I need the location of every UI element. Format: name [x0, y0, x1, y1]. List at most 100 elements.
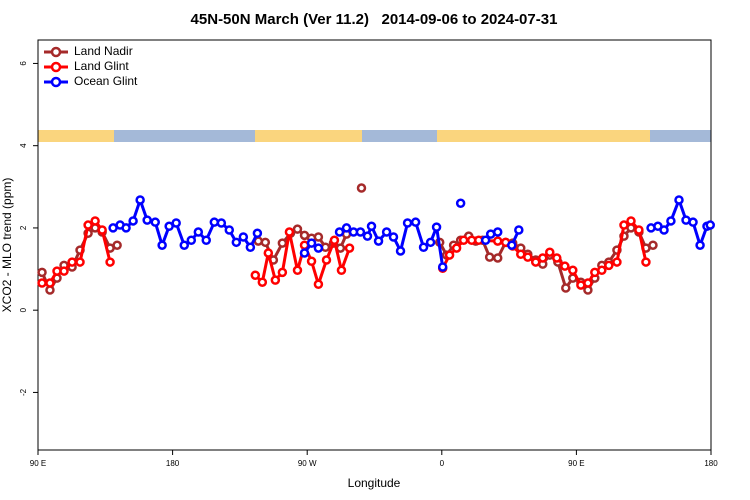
legend-marker	[50, 46, 62, 58]
point	[530, 257, 541, 267]
point	[480, 235, 491, 246]
point	[395, 246, 406, 256]
y-axis-label: XCO2 - MLO trend (ppm)	[0, 178, 14, 313]
point	[418, 242, 429, 253]
point	[659, 225, 669, 235]
x-tick-label: 180	[704, 459, 718, 468]
point	[666, 216, 676, 226]
point	[356, 183, 367, 193]
point	[612, 257, 622, 267]
x-tick-label: 90 W	[298, 459, 317, 468]
point	[105, 257, 115, 267]
point	[425, 237, 436, 248]
point	[695, 240, 705, 250]
point	[292, 224, 303, 234]
point	[626, 216, 636, 226]
point	[334, 227, 345, 237]
y-tick-label: 6	[19, 61, 28, 66]
point	[238, 232, 249, 242]
land	[38, 130, 114, 142]
point	[75, 257, 85, 267]
point	[313, 243, 324, 253]
x-tick-label: 90 E	[568, 459, 584, 468]
point	[83, 220, 93, 230]
point	[388, 232, 399, 242]
point	[444, 250, 455, 260]
point	[252, 228, 263, 239]
point	[674, 195, 684, 205]
x-tick-label: 0	[440, 459, 445, 468]
point	[648, 240, 658, 250]
point	[193, 227, 204, 237]
x-axis-label: Longitude	[348, 476, 401, 490]
point	[641, 257, 651, 267]
point	[128, 216, 138, 226]
point	[186, 235, 197, 246]
point	[157, 240, 167, 250]
point	[150, 217, 161, 227]
point	[37, 278, 47, 288]
point	[277, 267, 288, 278]
point	[604, 260, 614, 271]
point	[121, 223, 131, 233]
point	[362, 231, 373, 241]
point	[201, 235, 211, 246]
point	[336, 265, 347, 276]
point	[492, 253, 503, 263]
y-tick-label: 2	[19, 225, 28, 230]
point	[492, 236, 503, 246]
point	[344, 243, 355, 253]
legend-label: Land Nadir	[74, 44, 133, 58]
land	[255, 130, 362, 142]
point	[90, 216, 100, 226]
y-tick-label: 0	[19, 307, 28, 312]
point	[224, 225, 235, 235]
point	[373, 236, 384, 246]
point	[560, 261, 570, 271]
point	[164, 221, 174, 232]
point	[179, 240, 190, 250]
point	[507, 240, 517, 250]
point	[492, 227, 503, 237]
point	[299, 248, 310, 258]
point	[45, 278, 55, 288]
point	[313, 232, 324, 242]
point	[112, 240, 122, 250]
point	[355, 227, 366, 237]
point	[688, 217, 698, 227]
point	[561, 283, 571, 293]
point	[514, 225, 524, 235]
point	[484, 252, 495, 262]
point	[366, 221, 377, 232]
point	[568, 265, 578, 276]
land	[437, 130, 650, 142]
point	[37, 267, 47, 278]
point	[306, 238, 317, 248]
point	[329, 235, 340, 246]
point	[216, 218, 227, 228]
point	[341, 223, 352, 233]
point	[705, 220, 716, 230]
point	[634, 225, 644, 235]
point	[402, 218, 413, 228]
point	[313, 279, 324, 290]
point	[171, 218, 181, 228]
point	[545, 247, 555, 257]
y-tick-label: 4	[19, 143, 28, 148]
plot-frame	[37, 39, 712, 451]
map-strip	[38, 130, 711, 142]
point	[231, 237, 242, 248]
point	[270, 275, 281, 285]
y-tick-label: -2	[19, 388, 28, 396]
legend-marker	[50, 76, 62, 88]
point	[260, 237, 271, 248]
point	[97, 225, 107, 235]
point	[523, 252, 533, 262]
point	[455, 198, 466, 209]
point	[245, 242, 256, 253]
point	[257, 277, 268, 287]
point	[381, 227, 392, 237]
point	[142, 215, 152, 225]
point	[538, 253, 548, 263]
